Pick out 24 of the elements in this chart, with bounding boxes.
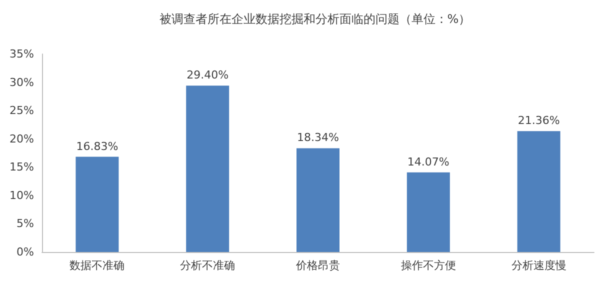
y-tick-label: 35%	[10, 48, 34, 60]
x-tick-label: 价格昂贵	[295, 259, 340, 272]
y-tick-label: 15%	[10, 160, 34, 174]
y-tick-label: 5%	[16, 217, 34, 230]
bar	[76, 156, 119, 252]
x-tick-label: 数据不准确	[70, 259, 125, 272]
bar	[517, 131, 560, 252]
bar	[296, 148, 340, 252]
y-tick-label: 25%	[10, 104, 34, 118]
data-label: 29.40%	[186, 68, 229, 82]
x-tick-label: 分析不准确	[180, 259, 236, 272]
bar	[186, 86, 230, 252]
data-label: 14.07%	[407, 155, 450, 168]
y-tick-label: 10%	[10, 188, 34, 202]
data-label: 16.83%	[76, 140, 118, 153]
x-tick-label: 分析速度慢	[511, 259, 566, 272]
data-label: 18.34%	[297, 131, 339, 144]
y-tick-label: 0%	[16, 246, 34, 258]
x-tick-label: 操作不方便	[400, 259, 456, 272]
y-tick-label: 30%	[10, 76, 34, 89]
bar	[406, 172, 450, 252]
chart-title: 被调查者所在企业数据挖掘和分析面临的问题（单位：%）	[159, 12, 471, 26]
y-tick-label: 20%	[10, 132, 34, 146]
data-label: 21.36%	[518, 114, 560, 128]
